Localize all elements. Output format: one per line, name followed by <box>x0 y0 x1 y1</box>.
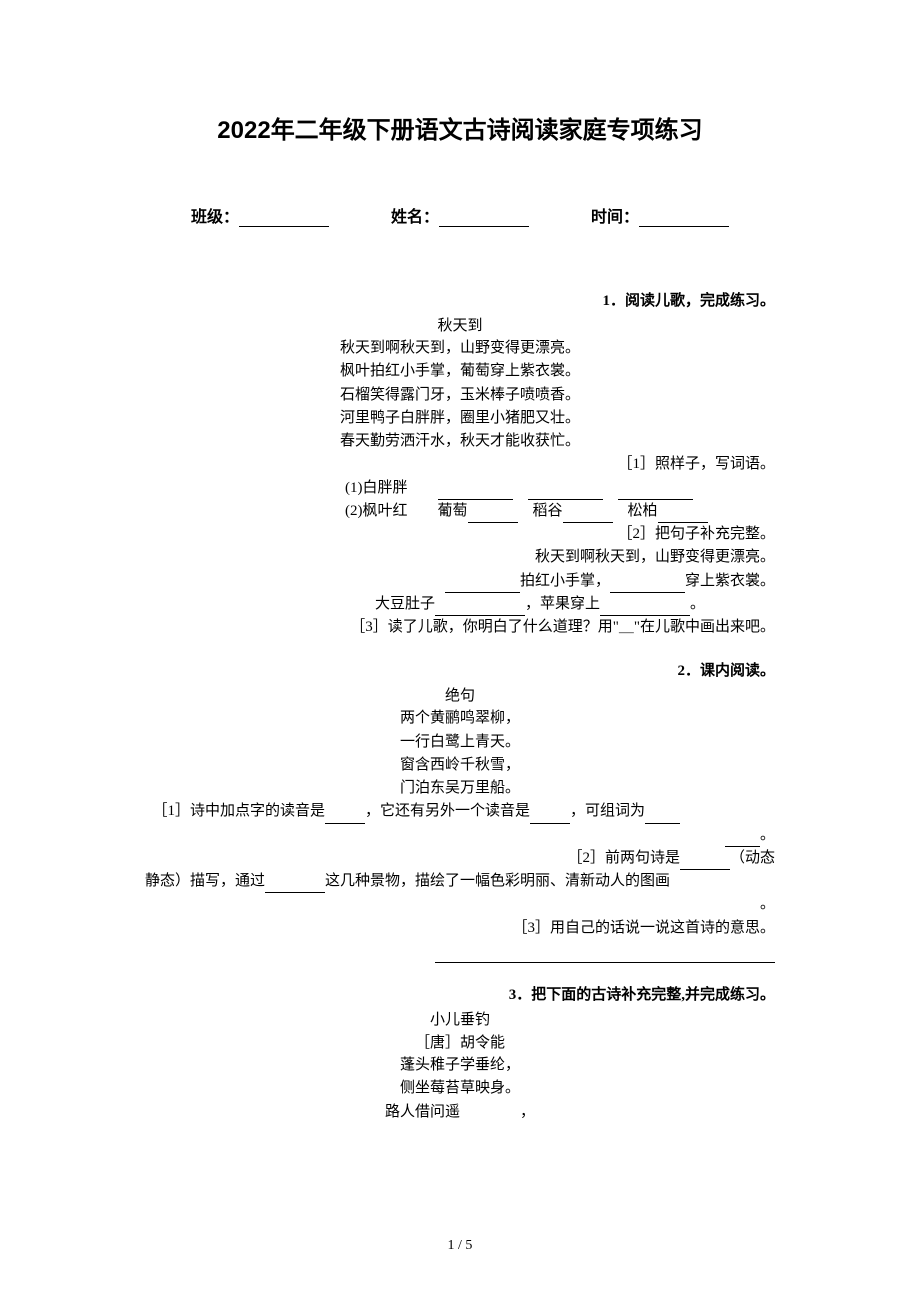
q2-poem-line: 一行白鹭上青天。 <box>145 731 775 754</box>
q2-sub2-line2: 静态）描写，通过这几种景物，描绘了一幅色彩明丽、清新动人的图画 <box>145 870 775 893</box>
q1-sub3: ［3］读了儿歌，你明白了什么道理？用"＿"在儿歌中画出来吧。 <box>145 616 775 639</box>
q2-poem-line: 门泊东吴万里船。 <box>145 777 775 800</box>
q3-poem-line: 路人借问遥 ， <box>145 1101 775 1124</box>
q2-sub1-tail: 。 <box>145 824 775 847</box>
q1-poem-line: 春天勤劳洒汗水，秋天才能收获忙。 <box>145 430 775 453</box>
q3-author: ［唐］胡令能 <box>145 1031 775 1052</box>
q2-sub2-line1: ［2］前两句诗是（动态 <box>145 847 775 870</box>
q1-sub2-line2: 拍红小手掌，穿上紫衣裳。 <box>145 570 775 593</box>
q1-sub1b: (2)枫叶红 葡萄 稻谷 松柏 <box>145 500 775 523</box>
q3-poem-line: 侧坐莓苔草映身。 <box>145 1077 775 1100</box>
q2-sub2-tail: 。 <box>145 893 775 916</box>
q3-poem-title: 小儿垂钓 <box>145 1008 775 1029</box>
q1-poem-line: 石榴笑得露门牙，玉米棒子喷喷香。 <box>145 384 775 407</box>
q1-poem-line: 枫叶拍红小手掌，葡萄穿上紫衣裳。 <box>145 360 775 383</box>
q2-sub3: ［3］用自己的话说一说这首诗的意思。 <box>145 917 775 940</box>
q1-sub2-line3: 大豆肚子，苹果穿上。 <box>145 593 775 616</box>
q1-poem-line: 秋天到啊秋天到，山野变得更漂亮。 <box>145 337 775 360</box>
time-label: 时间： <box>591 203 729 227</box>
q2-poem-title: 绝句 <box>145 684 775 705</box>
q2-poem-line: 两个黄鹂鸣翠柳， <box>145 707 775 730</box>
q2-sub1: ［1］诗中加点字的读音是，它还有另外一个读音是，可组词为 <box>145 800 775 823</box>
q1-poem-title: 秋天到 <box>145 314 775 335</box>
form-row: 班级： 姓名： 时间： <box>145 203 775 227</box>
q2-answer-blank <box>145 940 775 963</box>
q3-poem-line: 蓬头稚子学垂纶， <box>145 1054 775 1077</box>
q1-poem-line: 河里鸭子白胖胖，圈里小猪肥又壮。 <box>145 407 775 430</box>
q3-heading: 3．把下面的古诗补充完整,并完成练习。 <box>145 983 775 1004</box>
q1-heading: 1．阅读儿歌，完成练习。 <box>145 289 775 310</box>
q1-sub1-label: ［1］照样子，写词语。 <box>145 453 775 476</box>
class-label: 班级： <box>191 203 329 227</box>
page-number: 1 / 5 <box>0 1238 920 1254</box>
q2-poem-line: 窗含西岭千秋雪， <box>145 754 775 777</box>
q2-heading: 2．课内阅读。 <box>145 659 775 680</box>
name-label: 姓名： <box>391 203 529 227</box>
q1-sub2-line1: 秋天到啊秋天到，山野变得更漂亮。 <box>145 546 775 569</box>
q1-sub1a: (1)白胖胖 <box>145 477 775 500</box>
q1-sub2-label: ［2］把句子补充完整。 <box>145 523 775 546</box>
document-title: 2022年二年级下册语文古诗阅读家庭专项练习 <box>145 110 775 145</box>
